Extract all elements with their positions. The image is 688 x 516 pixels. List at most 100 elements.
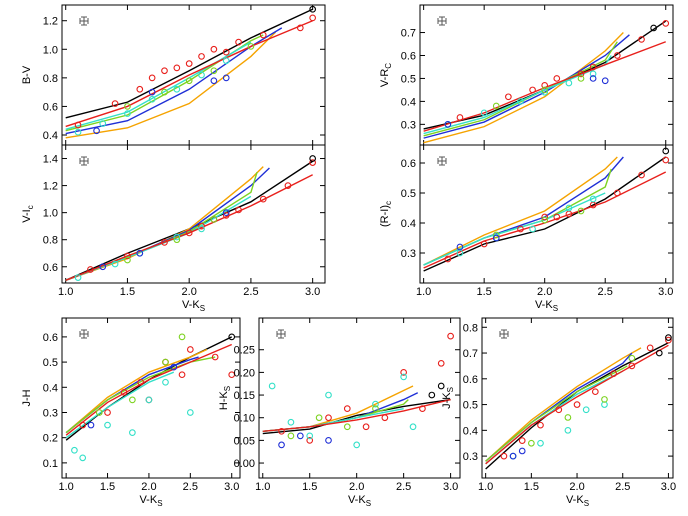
- y-tick-label: 0.7: [463, 348, 478, 360]
- data-point: [99, 263, 107, 271]
- data-point: [589, 63, 597, 71]
- model-line: [423, 41, 666, 132]
- data-point: [198, 53, 205, 60]
- x-tick-label: 1.0: [58, 286, 73, 298]
- model-line: [65, 167, 270, 281]
- data-point: [518, 447, 526, 455]
- data-point: [129, 429, 136, 436]
- label-subscript: c: [384, 201, 393, 205]
- model-line: [262, 398, 451, 433]
- data-point: [185, 77, 193, 85]
- x-tick-label: 3.0: [305, 286, 320, 298]
- data-points: [444, 20, 670, 128]
- plot-frame: [419, 144, 674, 284]
- data-point: [564, 414, 572, 421]
- y-tick-label: 0.4: [401, 96, 416, 108]
- data-point: [111, 100, 119, 107]
- data-point: [74, 128, 82, 136]
- data-point: [173, 64, 181, 72]
- data-point: [437, 382, 445, 390]
- y-tick-label: 0.7: [401, 28, 416, 40]
- x-tick-label: 2.0: [182, 286, 197, 298]
- label-text: V-K: [182, 299, 200, 311]
- plot-frame: [61, 144, 326, 284]
- y-tick-label: 0.20: [234, 367, 255, 379]
- data-point: [555, 406, 563, 414]
- data-point: [93, 127, 100, 135]
- data-point: [211, 353, 219, 361]
- x-tick-label: 1.0: [58, 481, 73, 493]
- y-tick-label: 0.6: [463, 374, 478, 386]
- data-point: [148, 74, 156, 82]
- data-point: [309, 14, 317, 22]
- y-axis-label: J-H: [21, 389, 33, 406]
- data-point: [235, 38, 242, 46]
- data-point: [287, 432, 295, 440]
- data-point: [268, 382, 276, 390]
- data-point: [129, 396, 136, 404]
- model-line: [423, 156, 667, 272]
- panel: 1.0 1.5 2.0 2.5 3.00.10.20.30.40.50.6V-KSJ-H: [21, 317, 241, 508]
- x-axis-label: V-KS: [182, 299, 205, 313]
- data-point: [517, 98, 524, 105]
- data-point: [553, 213, 561, 221]
- model-lines: [65, 8, 313, 139]
- data-point: [259, 195, 267, 203]
- data-point: [573, 401, 581, 408]
- label-text: J-H: [21, 389, 33, 406]
- error-cross: [79, 16, 89, 26]
- data-point: [529, 86, 536, 94]
- panel: 1.0 1.5 2.0 2.5 3.0 0.6 0.8 1.0 1.2 1.4 V-KS V-Ic: [21, 144, 326, 313]
- data-point: [565, 204, 573, 212]
- data-point: [161, 67, 168, 75]
- data-point: [186, 409, 194, 416]
- y-tick-label: 0.5: [463, 400, 478, 412]
- y-tick-label: 0.2: [43, 433, 58, 445]
- model-line: [65, 8, 313, 119]
- data-point: [178, 333, 186, 341]
- x-tick-label: 2.5: [615, 481, 630, 493]
- x-axis-label: V-KS: [348, 494, 371, 508]
- data-point: [662, 147, 670, 155]
- x-tick-label: 1.5: [302, 481, 317, 493]
- model-lines: [485, 342, 669, 470]
- error-cross: [499, 329, 509, 339]
- model-line: [423, 156, 618, 266]
- x-tick-label: 1.0: [478, 481, 493, 493]
- data-point: [492, 102, 500, 110]
- model-lines: [423, 20, 667, 144]
- y-tick-label: 0.6: [401, 158, 416, 170]
- data-point: [527, 439, 535, 447]
- y-tick-label: 0.00: [234, 458, 255, 470]
- y-tick-label: 0.3: [463, 451, 478, 463]
- data-point: [400, 373, 407, 381]
- error-cross: [276, 329, 286, 339]
- x-tick-label: 2.0: [537, 286, 552, 298]
- y-tick-label: 0.05: [234, 435, 255, 447]
- data-point: [222, 209, 230, 216]
- label-subscript: S: [200, 304, 205, 313]
- y-axis-label: H-KS: [218, 386, 232, 410]
- data-point: [505, 93, 512, 101]
- y-tick-label: 0.8: [43, 73, 58, 85]
- data-point: [306, 432, 314, 440]
- y-tick-label: 0.6: [401, 50, 416, 62]
- data-point: [173, 236, 181, 244]
- data-point: [210, 216, 218, 223]
- model-line: [262, 398, 451, 435]
- data-point: [456, 114, 464, 121]
- model-line: [65, 356, 216, 434]
- data-point: [124, 252, 131, 260]
- data-point: [259, 31, 267, 39]
- label-subscript: S: [223, 386, 232, 391]
- data-point: [419, 405, 426, 413]
- data-point: [665, 334, 672, 341]
- model-line: [423, 32, 624, 144]
- y-tick-label: 0.3: [401, 248, 416, 260]
- panel: 1.0 1.5 2.0 2.5 3.0 0.00 0.05 0.10 0.15 0.20 0.25 V…: [218, 317, 461, 508]
- data-point: [222, 74, 230, 82]
- error-cross: [79, 329, 89, 339]
- label-subscript: S: [584, 499, 589, 508]
- data-point: [222, 57, 230, 65]
